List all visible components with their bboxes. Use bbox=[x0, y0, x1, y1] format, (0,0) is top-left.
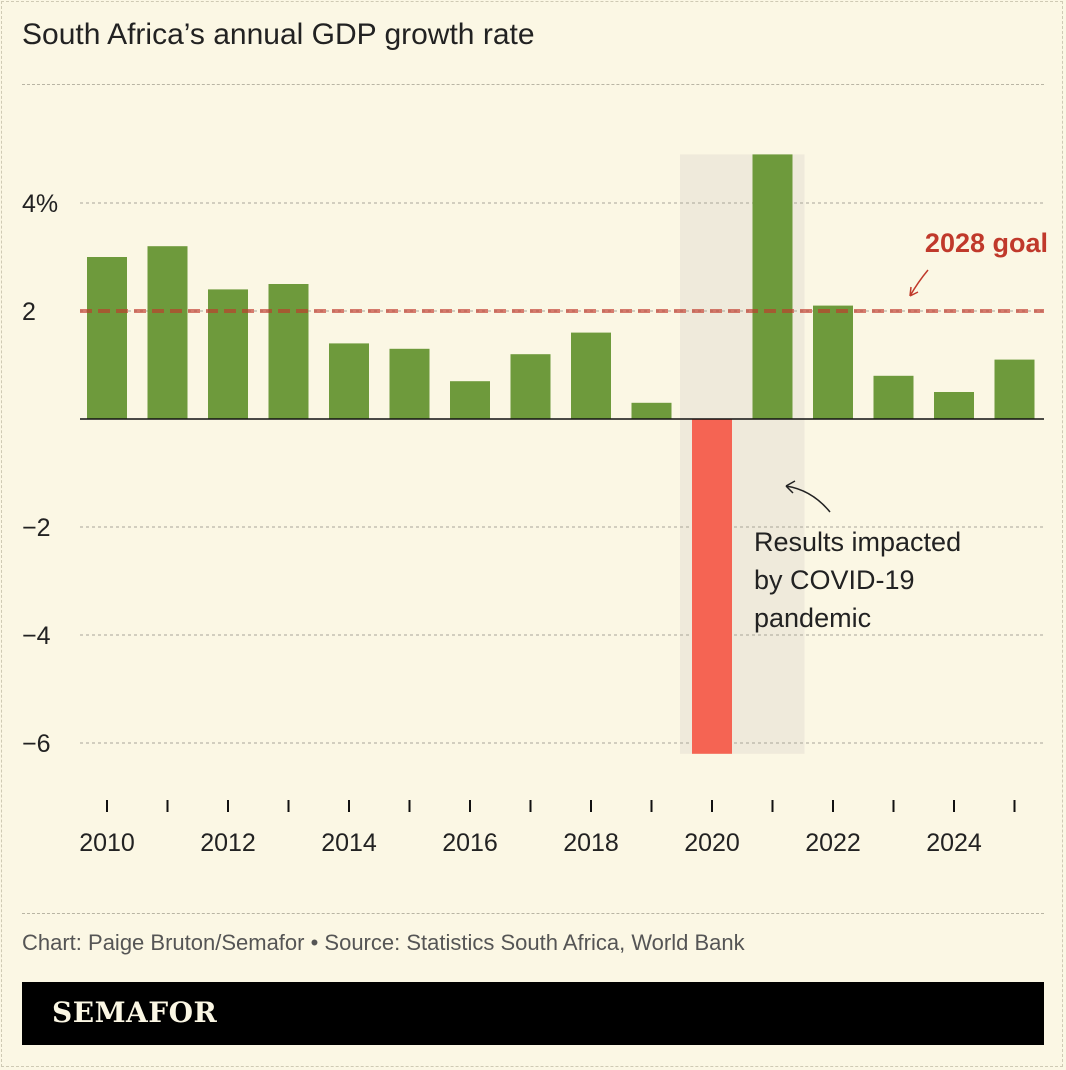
goal-label: 2028 goal bbox=[925, 228, 1048, 258]
bar-2014 bbox=[329, 343, 369, 419]
bar-2023 bbox=[873, 375, 914, 419]
bar-2024 bbox=[934, 392, 974, 419]
divider-bottom bbox=[22, 913, 1044, 914]
bar-2010 bbox=[87, 257, 127, 419]
bar-2013 bbox=[268, 284, 309, 419]
chart-title: South Africa’s annual GDP growth rate bbox=[22, 18, 535, 51]
bar-2020 bbox=[692, 419, 732, 754]
goal-arrow-icon bbox=[909, 269, 929, 297]
x-tick-label: 2014 bbox=[321, 829, 377, 857]
bar-2022 bbox=[813, 305, 853, 419]
x-tick-label: 2018 bbox=[563, 829, 619, 857]
bar-2025 bbox=[994, 359, 1035, 419]
y-tick-label: −4 bbox=[22, 622, 51, 650]
x-tick-label: 2016 bbox=[442, 829, 498, 857]
brand-logo: SEMAFOR bbox=[52, 996, 218, 1029]
annotation-text: by COVID-19 bbox=[754, 565, 915, 595]
chart-svg: 4% 2 −2 −4 −6 2028 goal 2010 2012 2014 2016 2018 20… bbox=[22, 154, 1048, 857]
x-tick-label: 2012 bbox=[200, 829, 256, 857]
x-tick-label: 2010 bbox=[79, 829, 135, 857]
x-tick-label: 2022 bbox=[805, 829, 861, 857]
bar-2011 bbox=[147, 246, 188, 419]
bar-2018 bbox=[571, 332, 611, 419]
bar-2017 bbox=[510, 354, 551, 419]
source-note: Chart: Paige Bruton/Semafor • Source: St… bbox=[22, 930, 745, 955]
y-tick-label: 4% bbox=[22, 190, 58, 218]
x-tick-label: 2024 bbox=[926, 829, 982, 857]
bar-2021 bbox=[752, 154, 793, 419]
annotation-text: Results impacted bbox=[754, 527, 961, 557]
bar-2016 bbox=[450, 381, 490, 419]
brand-bar: SEMAFOR bbox=[22, 982, 1044, 1045]
y-tick-label: 2 bbox=[22, 298, 36, 326]
y-tick-label: −6 bbox=[22, 730, 51, 758]
bar-2015 bbox=[389, 348, 430, 419]
annotation-arrow-icon bbox=[785, 480, 831, 513]
divider-top bbox=[22, 84, 1044, 85]
x-tick-label: 2020 bbox=[684, 829, 740, 857]
bar-2012 bbox=[208, 289, 248, 419]
annotation-text: pandemic bbox=[754, 603, 871, 633]
y-tick-label: −2 bbox=[22, 514, 51, 542]
bar-2019 bbox=[631, 402, 672, 419]
